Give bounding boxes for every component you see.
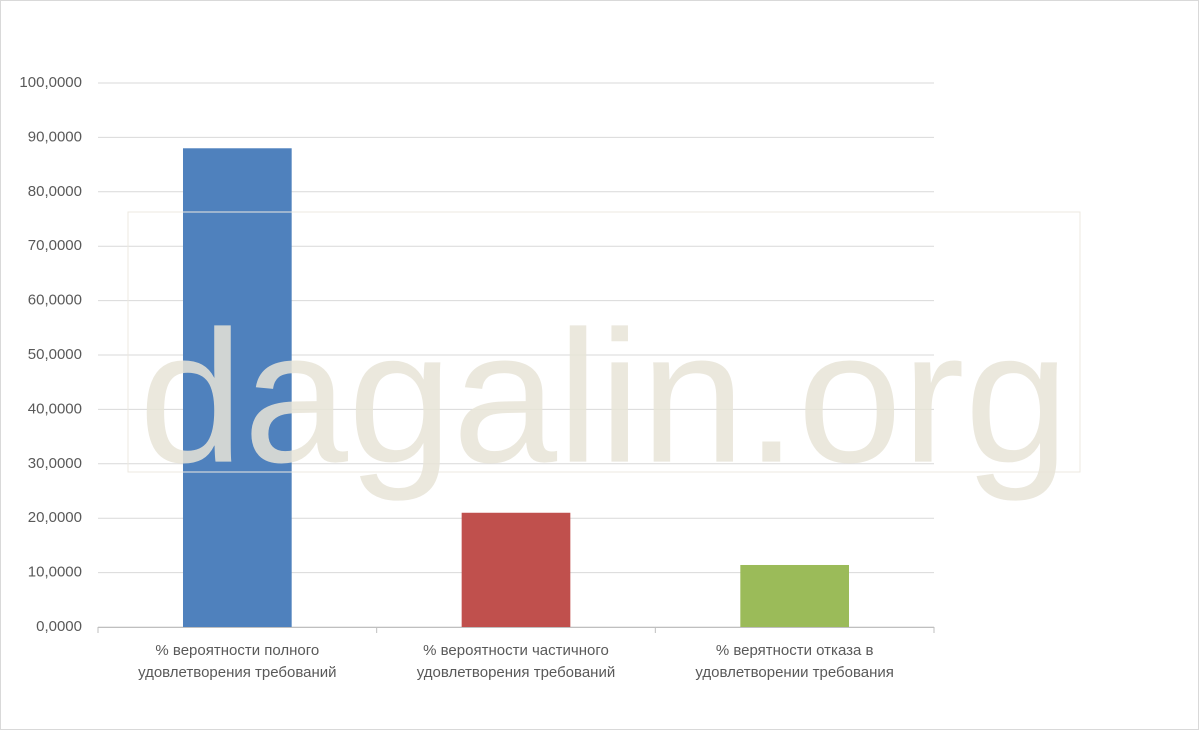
y-tick-label: 40,0000 — [28, 400, 82, 417]
y-tick-label: 80,0000 — [28, 183, 82, 200]
x-tick-label: % верятности отказа в удовлетворении тре… — [695, 642, 894, 681]
y-tick-label: 10,0000 — [28, 564, 82, 581]
x-tick-label: % вероятности полного удовлетворения тре… — [138, 642, 337, 681]
y-tick-label: 100,0000 — [19, 74, 82, 91]
y-tick-label: 90,0000 — [28, 128, 82, 145]
y-tick-label: 0,0000 — [36, 618, 82, 635]
y-tick-label: 20,0000 — [28, 509, 82, 526]
y-tick-label: 60,0000 — [28, 292, 82, 309]
y-tick-label: 50,0000 — [28, 346, 82, 363]
x-tick-label: % вероятности частичного удовлетворения … — [416, 642, 616, 681]
watermark: dagalin.org — [139, 292, 1069, 502]
bar — [182, 148, 292, 627]
y-tick-label: 30,0000 — [28, 455, 82, 472]
y-tick-label: 70,0000 — [28, 237, 82, 254]
bar — [461, 512, 571, 627]
bar — [740, 564, 850, 627]
watermark-box — [127, 211, 1081, 473]
